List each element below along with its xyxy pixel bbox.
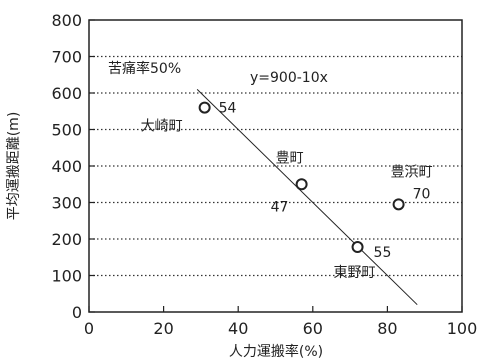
x-tick-label: 20	[153, 319, 173, 338]
y-axis-label: 平均運搬距離(m)	[5, 112, 22, 221]
trendline-label: y=900-10x	[250, 70, 328, 86]
point-value-label: 47	[271, 199, 289, 215]
y-tick-label: 600	[51, 84, 82, 103]
point-name-label: 東野町	[334, 265, 376, 281]
x-tick-label: 60	[303, 319, 323, 338]
point-value-label: 54	[219, 101, 237, 117]
y-tick-label: 400	[51, 157, 82, 176]
y-tick-label: 300	[51, 194, 82, 213]
data-point	[295, 178, 308, 191]
y-tick-label: 800	[51, 11, 82, 30]
x-axis-label: 人力運搬率(%)	[229, 343, 323, 360]
point-name-label: 大崎町	[141, 119, 183, 135]
y-tick-label: 100	[51, 267, 82, 286]
data-point	[198, 101, 211, 114]
x-tick-label: 40	[228, 319, 248, 338]
x-tick-label: 100	[447, 319, 478, 338]
point-value-label: 55	[374, 245, 392, 261]
trend-line	[196, 88, 418, 306]
y-tick-label: 200	[51, 230, 82, 249]
x-tick-label: 80	[377, 319, 397, 338]
data-point	[392, 198, 405, 211]
point-name-label: 豊浜町	[391, 164, 433, 180]
y-tick-label: 500	[51, 121, 82, 140]
annotation-label: 苦痛率50%	[108, 60, 181, 77]
x-axis-ticks: 0 20 40 60 80 100	[84, 306, 477, 338]
data-point	[351, 241, 364, 254]
x-tick-label: 0	[84, 319, 94, 338]
data-points: 大崎町 54 豊町 47 豊浜町 70 東野町 55	[141, 101, 433, 281]
point-name-label: 豊町	[276, 150, 304, 166]
point-value-label: 70	[413, 186, 431, 202]
y-tick-label: 700	[51, 48, 82, 67]
y-axis-ticks: 0 100 200 300 400 500 600 700 800	[51, 11, 95, 322]
y-tick-label: 0	[72, 303, 82, 322]
